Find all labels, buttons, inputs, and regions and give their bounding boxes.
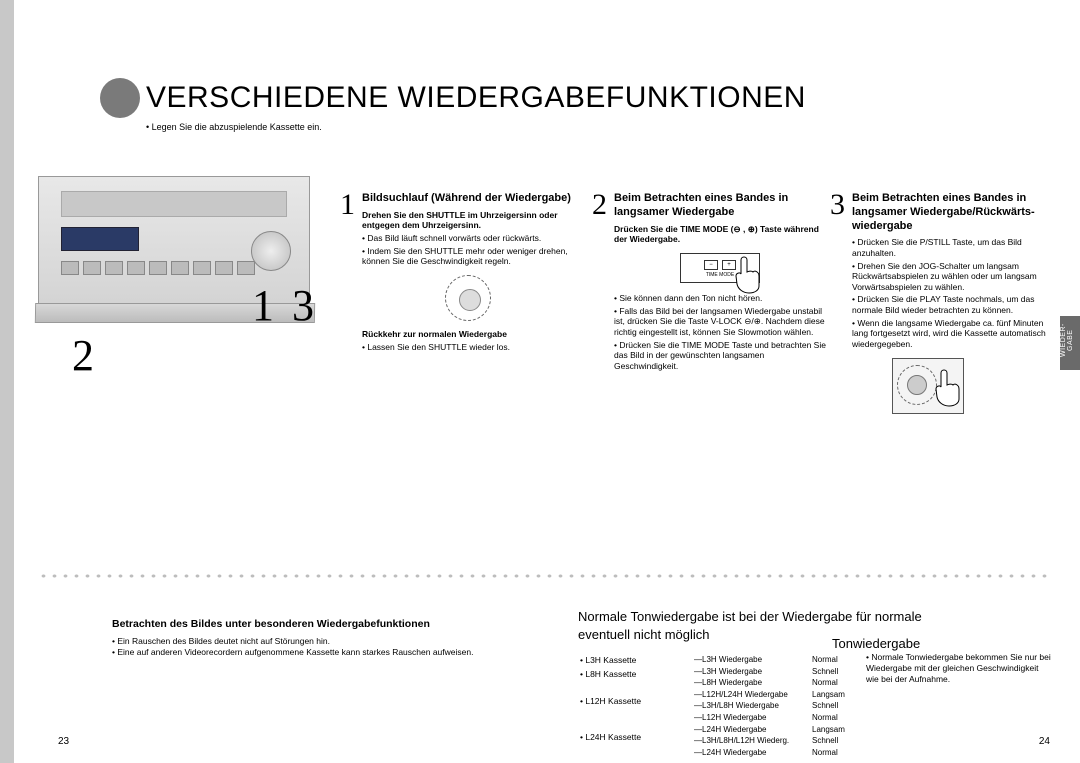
callout-number-1: 1 [252, 280, 274, 331]
lower-left-bullet: • Ein Rauschen des Bildes deutet nicht a… [112, 636, 532, 647]
mode-row: —L24H WiedergabeLangsam [694, 724, 864, 736]
step-1-bullet: • Indem Sie den SHUTTLE mehr oder wenige… [362, 246, 574, 267]
mode-row: —L3H WiedergabeNormal [694, 654, 864, 666]
step-2-bullet: • Drücken Sie die TIME MODE Taste und be… [614, 340, 826, 372]
step-3-number: 3 [830, 186, 845, 224]
callout-number-3: 3 [292, 280, 314, 331]
step-3-heading: Beim Betrachten eines Bandes in langsame… [852, 192, 1052, 233]
cassette-item: • L8H Kassette [580, 668, 684, 682]
separator-dots [38, 572, 1048, 580]
mode-row: —L3H WiedergabeSchnell [694, 666, 864, 678]
step-1-bullet: • Das Bild läuft schnell vorwärts oder r… [362, 233, 574, 244]
page-number-left: 23 [58, 736, 69, 747]
step-1: 1 Bildsuchlauf (Während der Wiedergabe) … [362, 192, 574, 354]
lower-right-subtitle: Tonwiedergabe [832, 636, 920, 651]
step-1-heading: Bildsuchlauf (Während der Wiedergabe) [362, 192, 574, 206]
page-title: VERSCHIEDENE WIEDERGABEFUNKTIONEN [146, 81, 806, 115]
mode-column: —L3H WiedergabeNormal —L3H WiedergabeSch… [694, 654, 864, 758]
jog-hand-illustration [892, 358, 964, 414]
step-2-bullet: • Sie können dann den Ton nicht hören. [614, 293, 826, 304]
step-2-heading: Beim Betrachten eines Bandes in langsame… [614, 192, 826, 220]
hand-pointer-icon [931, 365, 967, 407]
vcr-btn-icon [237, 261, 255, 275]
cassette-slot-icon [61, 191, 287, 217]
minus-button-icon: − [704, 260, 718, 270]
lower-right-title: Normale Tonwiedergabe ist bei der Wieder… [578, 608, 1048, 643]
lower-left-heading: Betrachten des Bildes unter besonderen W… [112, 618, 532, 630]
vcr-button-row [61, 261, 255, 275]
jog-knob-icon [907, 375, 927, 395]
jog-dial-icon [251, 231, 291, 271]
vcr-display-icon [61, 227, 139, 251]
shuttle-dial-icon [445, 275, 491, 321]
step-1-instruction: Drehen Sie den SHUTTLE im Uhrzeigersinn … [362, 210, 574, 231]
intro-text: • Legen Sie die abzuspielende Kassette e… [146, 122, 322, 132]
cassette-item: • L3H Kassette [580, 654, 684, 668]
mode-row: —L24H WiedergabeNormal [694, 747, 864, 759]
mode-row: —L12H WiedergabeNormal [694, 712, 864, 724]
vcr-btn-icon [149, 261, 167, 275]
lr-title-line2: eventuell nicht möglich [578, 627, 710, 642]
page-number-right: 24 [1039, 736, 1050, 747]
vcr-btn-icon [127, 261, 145, 275]
vcr-btn-icon [171, 261, 189, 275]
step-3-bullet: • Wenn die langsame Wiedergabe ca. fünf … [852, 318, 1052, 350]
step-1-subheading: Rückkehr zur normalen Wiedergabe [362, 329, 574, 340]
step-3-bullet: • Drehen Sie den JOG-Schalter um langsam… [852, 261, 1052, 293]
step-2-bullet: • Falls das Bild bei der langsamen Wiede… [614, 306, 826, 338]
step-1-bullet: • Lassen Sie den SHUTTLE wieder los. [362, 342, 574, 353]
vcr-btn-icon [215, 261, 233, 275]
title-dot-icon [100, 78, 140, 118]
time-mode-illustration: − + TIME MODE [680, 253, 760, 283]
mode-row: —L8H WiedergabeNormal [694, 677, 864, 689]
vcr-btn-icon [61, 261, 79, 275]
cassette-item: • L24H Kassette [580, 731, 684, 745]
cassette-item: • L12H Kassette [580, 695, 684, 709]
hand-pointer-icon [731, 252, 767, 294]
mode-row: —L3H/L8H WiedergabeSchnell [694, 700, 864, 712]
section-tab: WIEDER- GABE [1060, 316, 1080, 370]
left-margin-stripe [0, 0, 14, 763]
step-2-number: 2 [592, 186, 607, 224]
step-1-number: 1 [340, 186, 355, 224]
manual-spread: VERSCHIEDENE WIEDERGABEFUNKTIONEN • Lege… [0, 0, 1080, 763]
cassette-column: • L3H Kassette • L8H Kassette • L12H Kas… [580, 654, 684, 744]
lower-left-bullet: • Eine auf anderen Videorecordern aufgen… [112, 647, 532, 658]
step-2: 2 Beim Betrachten eines Bandes in langsa… [614, 192, 826, 373]
step-3: 3 Beim Betrachten eines Bandes in langsa… [852, 192, 1052, 414]
note-column: • Normale Tonwiedergabe bekommen Sie nur… [866, 652, 1052, 685]
page-title-row: VERSCHIEDENE WIEDERGABEFUNKTIONEN [100, 78, 806, 118]
step-3-bullet: • Drücken Sie die P/STILL Taste, um das … [852, 237, 1052, 258]
lower-left-section: Betrachten des Bildes unter besonderen W… [112, 618, 532, 657]
vcr-btn-icon [193, 261, 211, 275]
mode-row: —L12H/L24H WiedergabeLangsam [694, 689, 864, 701]
step-3-bullet: • Drücken Sie die PLAY Taste nochmals, u… [852, 294, 1052, 315]
mode-row: —L3H/L8H/L12H Wiederg.Schnell [694, 735, 864, 747]
vcr-btn-icon [83, 261, 101, 275]
lr-title-line1: Normale Tonwiedergabe ist bei der Wieder… [578, 609, 922, 624]
step-2-instruction: Drücken Sie die TIME MODE (⊖ , ⊕) Taste … [614, 224, 826, 245]
callout-number-2: 2 [72, 330, 94, 381]
vcr-btn-icon [105, 261, 123, 275]
